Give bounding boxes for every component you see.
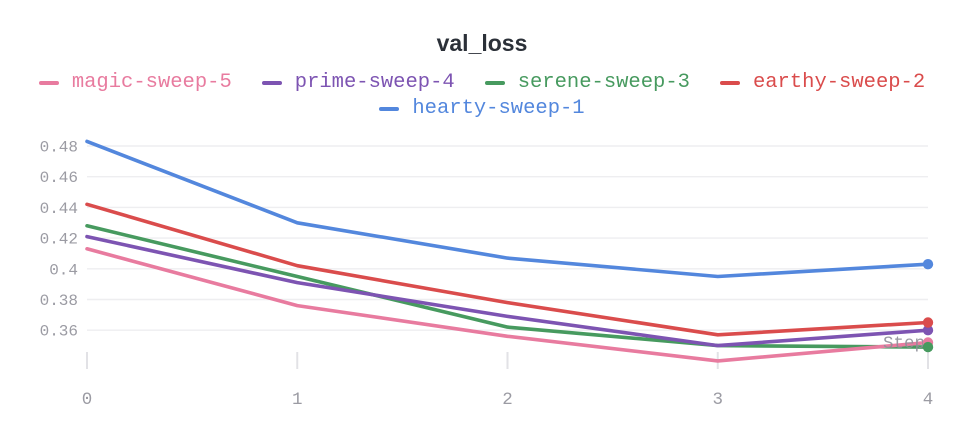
series-line-hearty-sweep-1[interactable] [85, 139, 930, 279]
legend-label: earthy-sweep-2 [752, 71, 926, 94]
series-endpoint-prime-sweep-4[interactable] [922, 325, 934, 336]
legend-swatch-icon [719, 80, 740, 85]
series-line-magic-sweep-5[interactable] [85, 247, 930, 363]
legend-label: serene-sweep-3 [517, 71, 690, 94]
x-tick-label: 0 [82, 390, 93, 410]
series-line-prime-sweep-4[interactable] [85, 234, 930, 348]
x-tick-label: 3 [712, 390, 723, 410]
series-line-earthy-sweep-2[interactable] [85, 202, 930, 337]
legend-item-earthy-sweep-2[interactable]: earthy-sweep-2 [719, 70, 926, 95]
series-line-serene-sweep-3[interactable] [85, 224, 930, 349]
y-tick-label: 0.4 [49, 261, 78, 279]
legend-swatch-icon [38, 80, 59, 85]
legend-label: prime-sweep-4 [294, 71, 455, 94]
y-tick-label: 0.48 [40, 139, 78, 157]
y-tick-label: 0.42 [40, 231, 78, 249]
y-tick-label: 0.44 [40, 200, 78, 218]
legend-item-serene-sweep-3[interactable]: serene-sweep-3 [484, 70, 690, 95]
series-endpoint-earthy-sweep-2[interactable] [922, 317, 934, 328]
legend-item-prime-sweep-4[interactable]: prime-sweep-4 [261, 70, 455, 95]
y-tick-label: 0.36 [40, 323, 78, 341]
legend-label: magic-sweep-5 [71, 71, 232, 94]
y-tick-label: 0.46 [40, 169, 78, 187]
x-tick-label: 4 [923, 390, 934, 410]
legend-label: hearty-sweep-1 [412, 97, 585, 120]
legend-swatch-icon [484, 80, 505, 85]
series-endpoint-hearty-sweep-1[interactable] [922, 259, 934, 270]
legend-swatch-icon [261, 80, 282, 85]
x-tick-label: 1 [292, 390, 303, 410]
y-tick-label: 0.38 [40, 292, 78, 310]
chart-title: val_loss [436, 30, 528, 56]
x-axis-title: Step [883, 334, 925, 354]
x-tick-label: 2 [502, 390, 513, 410]
legend: magic-sweep-5 prime-sweep-4 serene-sweep-3… [7, 70, 957, 121]
legend-item-magic-sweep-5[interactable]: magic-sweep-5 [38, 70, 232, 95]
legend-swatch-icon [379, 106, 400, 111]
series-endpoint-serene-sweep-3[interactable] [922, 341, 934, 353]
legend-item-hearty-sweep-1[interactable]: hearty-sweep-1 [379, 96, 585, 121]
